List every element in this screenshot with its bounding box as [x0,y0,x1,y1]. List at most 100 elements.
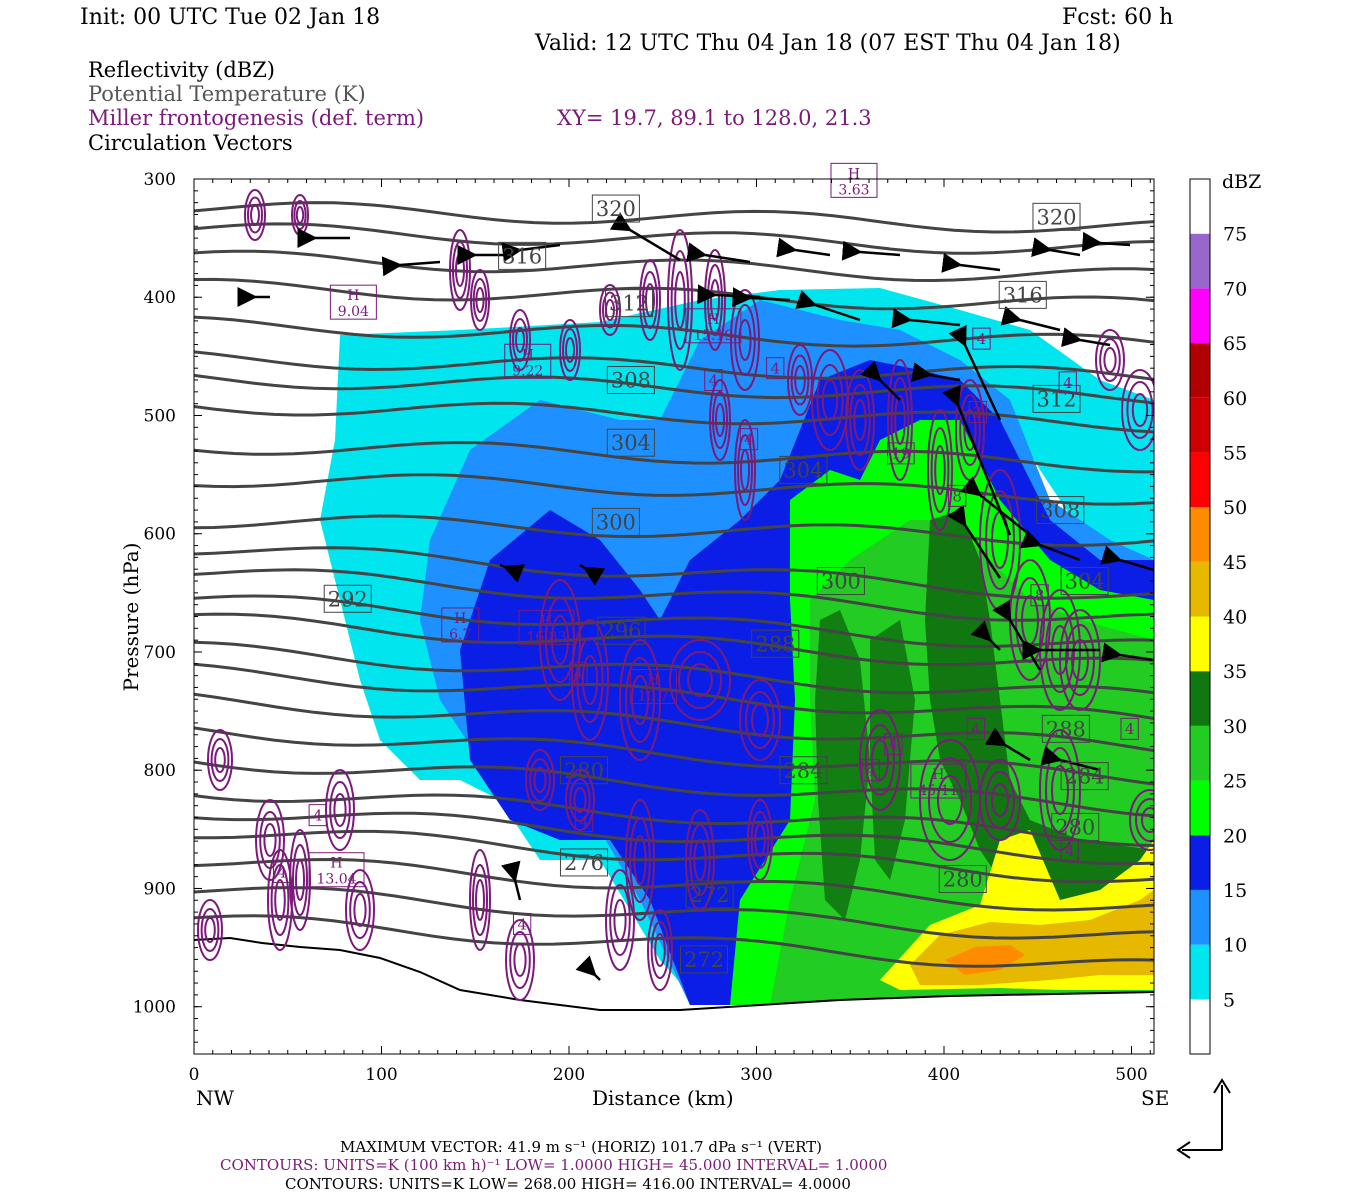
fronto-contour [1141,807,1154,833]
theta-contour-label: 280 [1051,812,1100,841]
fronto-contour [551,615,569,665]
fronto-contour [650,921,670,979]
fronto-contour-label: 4 [704,369,723,392]
fronto-contour [845,369,875,471]
svg-text:4: 4 [977,330,987,348]
fronto-contour [631,675,649,725]
colorbar-tick-label: 20 [1223,825,1247,847]
svg-text:4: 4 [313,807,323,825]
fronto-contour [295,206,305,224]
fronto-contour [525,749,555,811]
fronto-contour [204,917,216,943]
se-label: SE [1141,1086,1170,1110]
fronto-contour [295,859,305,901]
svg-text:300: 300 [596,510,636,534]
fronto-contour [1126,381,1154,439]
svg-text:300: 300 [821,570,861,594]
fronto-maximum-label: H3.63 [830,162,878,198]
y-axis-title: Pressure (hPa) [119,542,143,692]
svg-text:288: 288 [755,632,795,656]
svg-text:272: 272 [690,883,730,907]
svg-text:4: 4 [744,431,754,449]
fronto-contour [247,196,263,234]
fronto-contour [475,879,485,921]
fronto-contour-label: 4 [512,912,532,935]
fronto-maximum-label: H13.04 [308,852,365,888]
theta-contour-label: 320 [1032,202,1081,231]
circulation-vector [1061,327,1111,347]
x-tick-label: 300 [740,1065,772,1085]
fronto-contour [1059,609,1101,711]
circulation-vector [1040,746,1101,772]
fronto-contour [647,909,673,991]
colorbar-swatch [1190,561,1210,617]
colorbar-swatch [1190,233,1210,289]
theta-contour-line [194,857,1154,912]
fronto-contour [934,445,946,495]
fronto-contour [674,271,686,329]
svg-text:4: 4 [579,812,589,830]
svg-text:4: 4 [1065,842,1075,860]
svg-text:9.04: 9.04 [338,304,369,320]
fronto-contour [573,787,587,813]
theta-contour-label: 304 [606,428,655,457]
circulation-vector [941,252,1001,273]
colorbar-tick-label: 15 [1223,880,1247,902]
colorbar-swatch [1190,507,1210,562]
x-tick-label: 100 [365,1065,397,1085]
colorbar-swatch [1190,616,1210,672]
theta-contour-label: 312 [604,289,654,318]
fronto-contour [244,189,266,241]
y-tick-label: 1000 [133,998,176,1018]
svg-text:4: 4 [770,360,780,378]
fronto-contour [687,663,713,697]
svg-text:4: 4 [517,915,527,933]
colorbar-tick-label: 45 [1223,552,1247,574]
svg-text:16.83: 16.83 [526,629,566,645]
colorbar-swatch [1190,999,1210,1054]
fronto-contour [747,799,773,881]
fronto-contour-label: 4 [569,662,588,685]
theta-contour-label: 308 [606,366,655,395]
fronto-contour [472,864,488,936]
circulation-vector [381,256,441,277]
y-tick-label: 300 [144,170,176,190]
fronto-contour-label: 4 [1058,371,1077,394]
fronto-contour [539,579,581,701]
colorbar-tick-label: 60 [1223,388,1247,410]
colorbar-frame [1189,178,1211,1055]
svg-text:4: 4 [574,665,584,683]
fronto-contour [599,284,621,336]
circulation-vector [501,242,561,263]
fronto-contour [927,409,953,531]
theta-contour-line [194,546,1154,600]
svg-text:308: 308 [1040,499,1080,523]
fronto-contour [928,757,972,843]
fronto-contour [794,365,806,395]
fronto-contour [1099,338,1121,382]
fronto-contour [571,619,609,741]
fronto-contour-label: 4 [574,810,594,833]
fronto-contour [619,639,661,761]
fronto-contour-label: 4 [766,357,785,380]
fronto-contour [629,817,651,903]
theta-contour-line [194,401,1154,434]
fronto-contour-label: 4 [1120,717,1139,740]
svg-text:H: H [707,312,719,328]
svg-text:296: 296 [601,619,641,643]
theta-contour-line [194,662,1154,720]
fronto-contour [754,823,766,857]
circulation-vector [1100,545,1154,572]
fronto-contour [1103,347,1117,373]
circulation-vector [984,727,1031,762]
fronto-contour [991,783,1009,817]
fronto-contour-label: 4 [884,733,903,756]
fronto-contour [853,399,867,441]
svg-text:9.22: 9.22 [512,363,543,379]
theta-contour-label: 296 [597,616,646,645]
theta-contour-label: 300 [591,507,640,536]
theta-contour-label: 272 [679,945,729,974]
fronto-contour [353,893,367,927]
fronto-contour-label: 19 [887,442,915,465]
fronto-contour [787,344,813,416]
